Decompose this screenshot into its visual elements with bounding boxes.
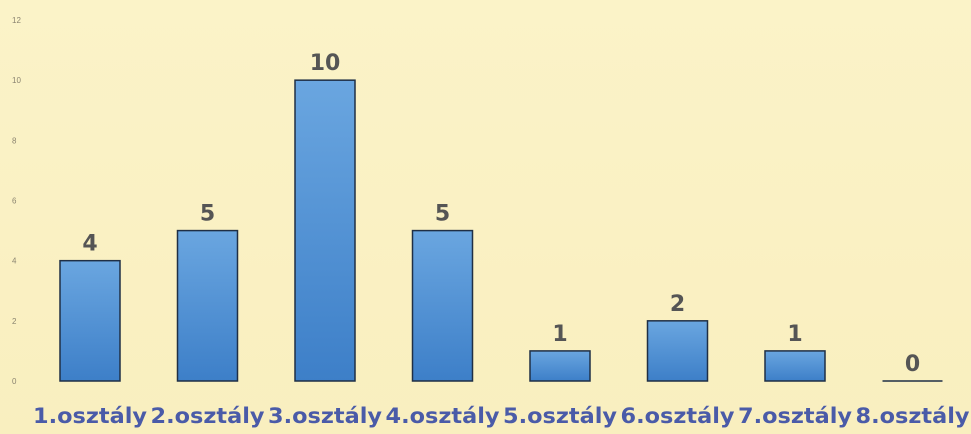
y-tick-label: 8: [12, 136, 17, 145]
bar: [294, 79, 356, 382]
data-label: 4: [82, 232, 97, 257]
data-label: 1: [787, 322, 802, 347]
x-tick-label: 4.osztály: [386, 404, 500, 428]
x-tick-label: 3.osztály: [268, 404, 382, 428]
y-tick-label: 12: [12, 16, 21, 25]
x-axis-labels: 1.osztály 2.osztály 3.osztály 4.osztály 5.os…: [33, 404, 970, 428]
y-tick-label: 2: [12, 317, 17, 326]
bars-group: [59, 79, 943, 382]
bar: [59, 259, 121, 382]
data-label: 1: [552, 322, 567, 347]
bar: [411, 229, 474, 382]
x-tick-label: 6.osztály: [621, 404, 735, 428]
bar: [176, 229, 239, 382]
bar: [646, 320, 709, 382]
y-tick-label: 0: [12, 377, 17, 386]
bar: [529, 350, 591, 382]
data-label: 5: [435, 202, 450, 227]
x-tick-label: 5.osztály: [503, 404, 617, 428]
data-label: 0: [905, 352, 920, 377]
y-tick-label: 6: [12, 197, 17, 206]
data-label: 10: [310, 51, 341, 76]
x-tick-label: 8.osztály: [856, 404, 970, 428]
y-tick-label: 4: [12, 257, 17, 266]
bar: [764, 350, 826, 382]
y-tick-label: 10: [12, 76, 21, 85]
y-axis-ticks: 0 2 4 6 8 10 12: [12, 16, 21, 386]
data-label: 2: [670, 292, 685, 317]
x-tick-label: 7.osztály: [738, 404, 852, 428]
x-tick-label: 1.osztály: [33, 404, 147, 428]
data-label: 5: [200, 202, 215, 227]
x-tick-label: 2.osztály: [151, 404, 265, 428]
